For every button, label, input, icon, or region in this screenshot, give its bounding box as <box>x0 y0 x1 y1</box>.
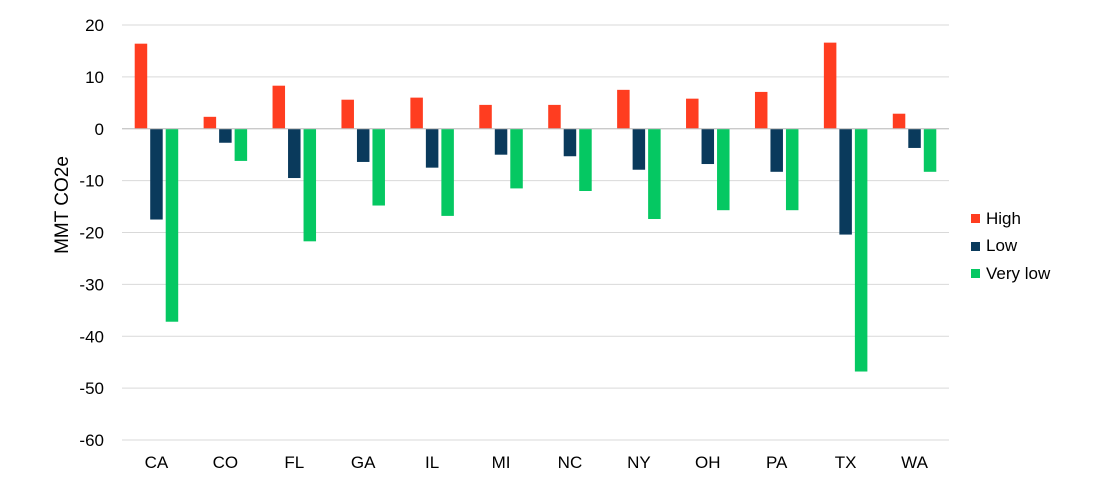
y-tick-label: 20 <box>85 16 104 35</box>
bar-very-low-nc <box>579 128 592 191</box>
y-tick-label: 0 <box>95 120 104 139</box>
bar-high-wa <box>892 113 906 129</box>
bar-very-low-ca <box>165 128 179 322</box>
x-tick-label: GA <box>351 453 376 472</box>
legend-item-high: High <box>971 205 1050 233</box>
x-tick-label: IL <box>425 453 439 472</box>
legend-swatch-very-low <box>971 269 980 279</box>
bar-low-pa <box>770 128 783 172</box>
legend-item-low: Low <box>971 233 1050 261</box>
y-tick-label: -50 <box>79 379 104 398</box>
x-tick-label: CA <box>145 453 169 472</box>
bar-very-low-wa <box>923 128 937 172</box>
y-tick-label: -20 <box>79 224 104 243</box>
bar-high-ny <box>617 89 630 129</box>
bar-very-low-fl <box>303 128 317 242</box>
y-tick-label: -60 <box>79 431 104 450</box>
x-tick-label: PA <box>766 453 788 472</box>
bar-high-nc <box>548 104 561 129</box>
bar-low-fl <box>288 128 301 179</box>
bars <box>134 42 937 372</box>
legend-label-low: Low <box>986 236 1018 256</box>
bar-low-co <box>219 128 232 143</box>
bar-high-co <box>203 116 217 129</box>
bar-high-il <box>410 97 423 129</box>
x-tick-labels: CA CO FL GA IL MI NC NY OH PA TX WA <box>145 453 929 472</box>
legend-label-high: High <box>986 208 1021 228</box>
legend: High Low Very low <box>971 205 1050 288</box>
x-tick-label: CO <box>213 453 239 472</box>
bar-very-low-oh <box>717 128 730 211</box>
bar-very-low-mi <box>510 128 523 189</box>
x-tick-label: NC <box>558 453 583 472</box>
y-tick-label: -30 <box>79 275 104 294</box>
bar-very-low-ny <box>648 128 661 220</box>
x-tick-label: TX <box>835 453 857 472</box>
bar-low-mi <box>494 128 508 155</box>
bar-low-oh <box>701 128 715 165</box>
legend-swatch-low <box>971 241 980 251</box>
x-tick-label: FL <box>284 453 304 472</box>
bar-high-ga <box>341 99 354 129</box>
bar-very-low-co <box>234 128 248 161</box>
bar-high-mi <box>479 104 492 129</box>
y-tick-label: -40 <box>79 327 104 346</box>
bar-very-low-pa <box>785 128 799 211</box>
legend-label-very-low: Very low <box>986 263 1051 283</box>
y-axis-label: MMT CO2e <box>52 156 73 254</box>
x-tick-label: MI <box>492 453 511 472</box>
bar-very-low-il <box>441 128 454 216</box>
bar-very-low-ga <box>372 128 385 206</box>
bar-very-low-tx <box>854 128 868 372</box>
y-tick-label: -10 <box>79 172 104 191</box>
bar-low-il <box>425 128 439 168</box>
bar-low-ny <box>632 128 646 170</box>
x-tick-label: WA <box>901 453 928 472</box>
bar-low-ga <box>356 128 370 162</box>
y-tick-label: 10 <box>85 68 104 87</box>
x-tick-label: NY <box>627 453 651 472</box>
legend-item-very-low: Very low <box>971 260 1050 288</box>
bar-low-tx <box>839 128 852 235</box>
bar-high-pa <box>754 91 768 129</box>
x-tick-label: OH <box>695 453 721 472</box>
bar-low-nc <box>563 128 577 157</box>
y-tick-labels: 20 10 0 -10 -20 -30 -40 -50 -60 <box>79 16 104 450</box>
legend-swatch-high <box>971 214 980 224</box>
bar-high-tx <box>823 42 837 129</box>
bar-high-ca <box>134 43 148 129</box>
bar-low-ca <box>150 128 163 220</box>
bar-low-wa <box>908 128 921 148</box>
bar-high-oh <box>686 98 699 129</box>
bar-high-fl <box>272 85 286 129</box>
